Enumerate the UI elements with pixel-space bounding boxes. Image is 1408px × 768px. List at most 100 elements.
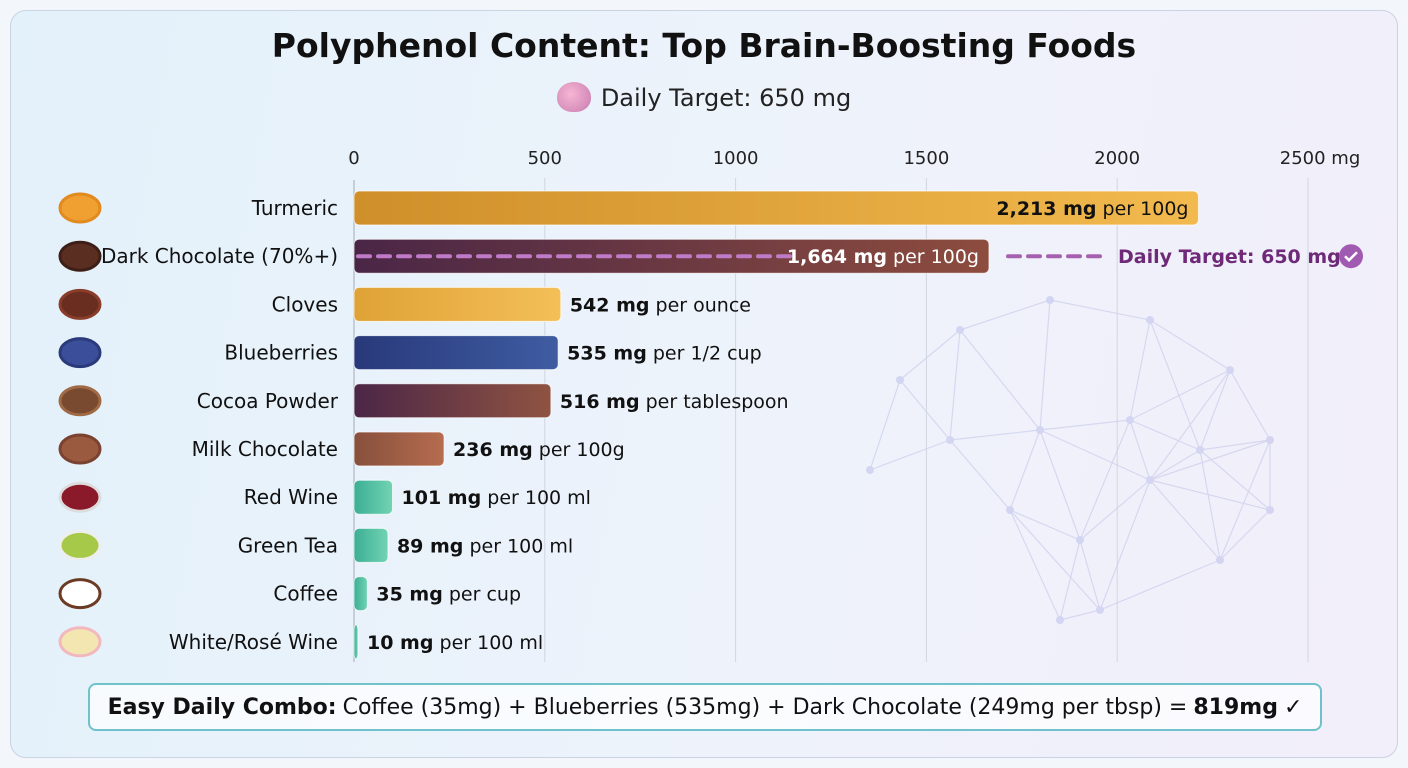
value-label: 236 mg per 100g <box>453 439 625 461</box>
x-tick-label: 1000 <box>713 148 759 169</box>
combo-text: Coffee (35mg) + Blueberries (535mg) + Da… <box>342 694 1188 720</box>
category-label: Coffee <box>273 582 338 606</box>
target-check-icon <box>1339 244 1363 269</box>
network-line <box>1079 479 1151 541</box>
network-node <box>1266 436 1274 444</box>
network-line <box>899 379 951 441</box>
network-line <box>1199 369 1231 451</box>
value-label: 535 mg per 1/2 cup <box>567 343 762 365</box>
network-line <box>1059 609 1101 621</box>
category-label: Milk Chocolate <box>192 437 338 461</box>
value-number: 516 mg <box>560 391 640 413</box>
network-node <box>866 466 874 474</box>
network-line <box>1039 419 1131 431</box>
network-line <box>1049 299 1151 321</box>
network-line <box>869 379 901 471</box>
value-label: 1,664 mg per 100g <box>787 246 979 268</box>
value-number: 35 mg <box>376 584 442 606</box>
network-line <box>1149 319 1231 371</box>
daily-combo-box: Easy Daily Combo: Coffee (35mg) + Bluebe… <box>88 683 1322 731</box>
check-icon: ✓ <box>1283 694 1303 720</box>
network-line <box>1199 449 1221 561</box>
network-node <box>1036 426 1044 434</box>
category-label: Turmeric <box>251 196 338 220</box>
category-label: White/Rosé Wine <box>169 630 338 654</box>
bar <box>353 383 552 419</box>
network-line <box>1039 429 1081 541</box>
network-line <box>1099 479 1151 611</box>
check-mark <box>1344 251 1358 262</box>
chart-subtitle: Daily Target: 650 mg <box>0 82 1408 112</box>
network-line <box>1009 509 1081 541</box>
network-line <box>949 439 1011 511</box>
target-label: Daily Target: 650 mg <box>1118 246 1341 268</box>
x-tick-label: 500 <box>528 148 562 169</box>
network-line <box>1099 559 1221 611</box>
value-number: 236 mg <box>453 439 533 461</box>
network-line <box>1059 539 1081 621</box>
network-node <box>1076 536 1084 544</box>
network-line <box>949 429 1041 441</box>
network-node <box>956 326 964 334</box>
x-tick-label: 0 <box>348 148 359 169</box>
network-line <box>1149 319 1201 451</box>
network-node <box>1146 316 1154 324</box>
network-node <box>1226 366 1234 374</box>
network-line <box>1009 509 1101 611</box>
value-unit: per 100g <box>887 246 979 268</box>
value-number: 1,664 mg <box>787 246 887 268</box>
network-node <box>1196 446 1204 454</box>
value-unit: per ounce <box>650 294 752 316</box>
chart-title: Polyphenol Content: Top Brain-Boosting F… <box>271 26 1137 65</box>
network-line <box>899 329 961 381</box>
value-label: 2,213 mg per 100g <box>996 198 1188 220</box>
network-line <box>1199 449 1271 511</box>
cocoa-powder-icon <box>58 385 102 417</box>
network-line <box>1129 369 1231 421</box>
turmeric-icon <box>58 192 102 224</box>
value-unit: per cup <box>443 584 521 606</box>
value-unit: per 1/2 cup <box>647 343 762 365</box>
network-line <box>1149 479 1221 561</box>
value-unit: per 100g <box>533 439 625 461</box>
network-line <box>1009 509 1061 621</box>
network-line <box>1149 439 1271 481</box>
value-unit: per 100 ml <box>433 632 543 654</box>
value-number: 2,213 mg <box>996 198 1096 220</box>
bar <box>353 479 394 515</box>
category-label: Blueberries <box>224 341 338 365</box>
network-node <box>1006 506 1014 514</box>
network-line <box>1229 369 1271 441</box>
green-tea-icon <box>58 529 102 561</box>
network-line <box>1199 439 1271 451</box>
value-unit: per tablespoon <box>640 391 789 413</box>
network-line <box>869 439 951 471</box>
value-label: 10 mg per 100 ml <box>367 632 543 654</box>
bar <box>353 527 389 563</box>
network-line <box>1129 419 1151 481</box>
brain-icon <box>556 82 591 112</box>
network-line <box>1039 429 1151 481</box>
category-label: Green Tea <box>238 533 338 557</box>
bar <box>353 576 368 612</box>
value-label: 542 mg per ounce <box>570 294 751 316</box>
network-line <box>959 299 1051 331</box>
network-line <box>1149 449 1201 481</box>
coffee-icon <box>58 578 102 610</box>
brain-network-watermark <box>866 296 1274 624</box>
network-line <box>1129 419 1201 451</box>
category-label: Cloves <box>272 292 338 316</box>
cloves-icon <box>58 288 102 320</box>
network-node <box>1046 296 1054 304</box>
value-unit: per 100g <box>1097 198 1189 220</box>
network-line <box>1129 319 1151 421</box>
combo-label: Easy Daily Combo: <box>107 694 337 720</box>
bar <box>353 431 445 467</box>
network-line <box>1079 419 1131 541</box>
network-line <box>1009 429 1041 511</box>
network-line <box>1149 369 1231 481</box>
value-label: 89 mg per 100 ml <box>397 535 573 557</box>
network-line <box>1039 299 1051 431</box>
value-number: 10 mg <box>367 632 433 654</box>
